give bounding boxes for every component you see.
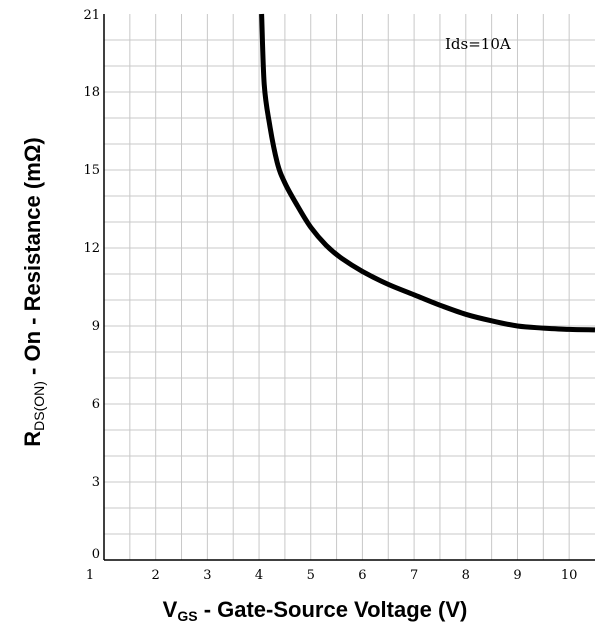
y-axis-title: RDS(ON) - On - Resistance (mΩ) <box>20 137 47 446</box>
x-tick-label: 9 <box>513 568 521 583</box>
annotation-ids: Ids=10A <box>445 35 511 53</box>
axes <box>103 14 595 561</box>
x-tick-labels: 1 2 3 4 5 6 7 8 9 10 <box>86 568 578 583</box>
x-tick-label: 1 <box>86 568 94 583</box>
y-tick-label: 6 <box>92 397 100 412</box>
y-tick-label: 21 <box>83 8 100 23</box>
grid-lines <box>104 14 595 560</box>
series-line-rdson <box>259 13 596 333</box>
x-axis-title-sub: GS <box>177 608 197 624</box>
y-tick-label: 3 <box>92 475 100 490</box>
y-tick-labels: 0 3 6 9 12 15 18 21 <box>83 8 100 562</box>
x-axis-title-rest: - Gate-Source Voltage (V) <box>198 597 468 622</box>
y-axis-title-rest: - On - Resistance (mΩ) <box>20 137 45 381</box>
y-tick-label: 0 <box>92 547 100 562</box>
x-tick-label: 8 <box>462 568 470 583</box>
x-tick-label: 2 <box>152 568 160 583</box>
x-axis-title: VGS - Gate-Source Voltage (V) <box>163 597 468 624</box>
x-tick-label: 10 <box>561 568 578 583</box>
y-tick-label: 15 <box>83 163 100 178</box>
x-tick-label: 6 <box>358 568 366 583</box>
x-tick-label: 7 <box>410 568 418 583</box>
y-tick-label: 12 <box>83 241 100 256</box>
x-tick-label: 5 <box>307 568 315 583</box>
x-tick-label: 3 <box>203 568 211 583</box>
y-tick-label: 18 <box>83 85 100 100</box>
y-axis-title-sub: DS(ON) <box>31 381 47 431</box>
y-tick-label: 9 <box>92 319 100 334</box>
y-axis-title-main: R <box>20 431 45 447</box>
x-axis-title-main: V <box>163 597 178 622</box>
plot-background <box>104 14 595 560</box>
x-tick-label: 4 <box>255 568 263 583</box>
